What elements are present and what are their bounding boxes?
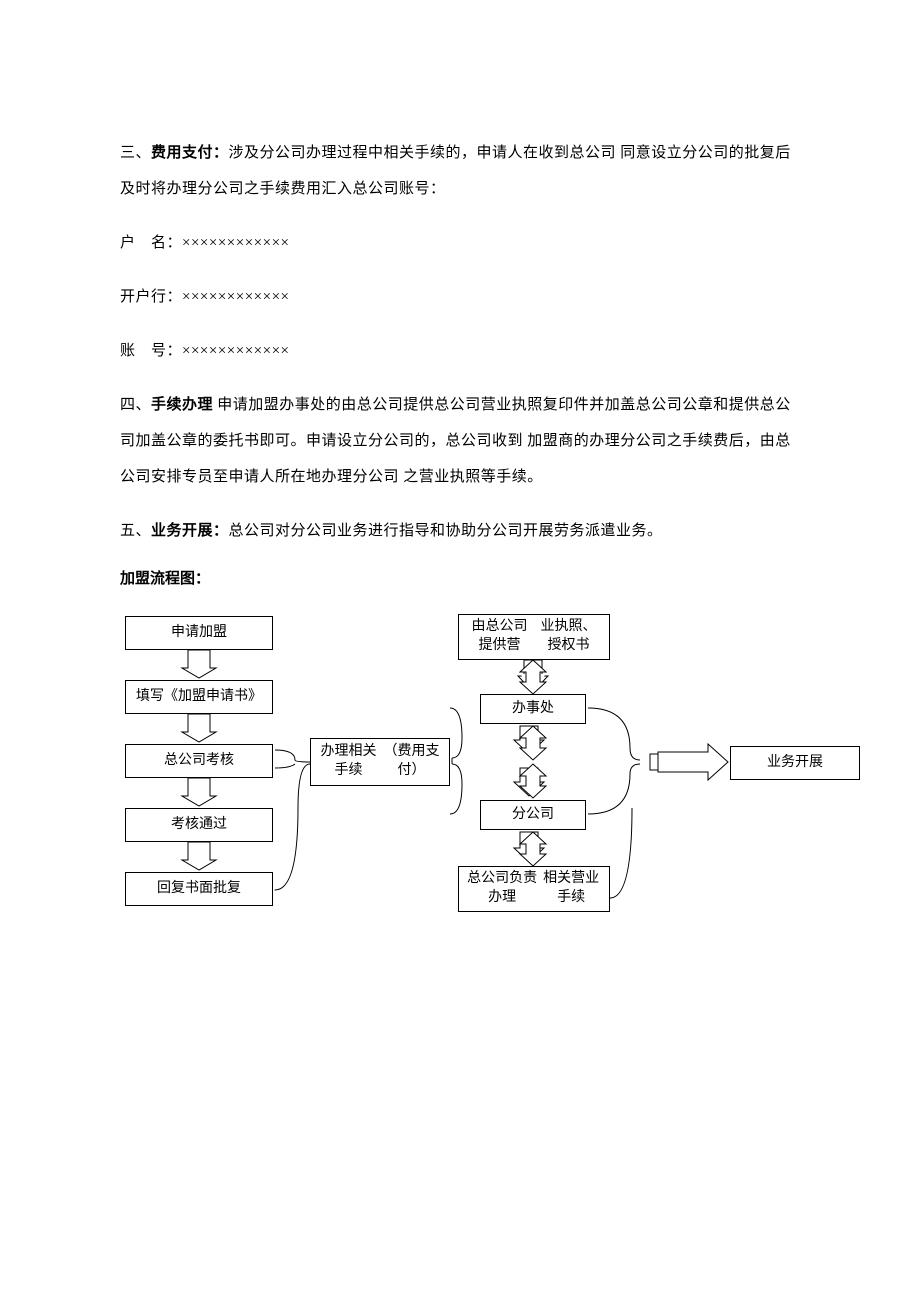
section-4-body: 申请加盟办事处的由总公司提供总公司营业执照复印件并加盖总公司公章和提供总公司加盖…: [120, 397, 791, 485]
section-3: 三、费用支付：涉及分公司办理过程中相关手续的，申请人在收到总公司 同意设立分公司…: [120, 135, 805, 207]
flow-node-n4: 考核通过: [125, 808, 273, 842]
section-3-label: 三、: [120, 145, 151, 161]
account-bank: 开户行：××××××××××××: [120, 279, 805, 315]
flow-node-n1: 申请加盟: [125, 616, 273, 650]
flow-node-n2: 填写《加盟申请书》: [125, 680, 273, 714]
section-5-body: 总公司对分公司业务进行指导和协助分公司开展劳务派遣业务。: [229, 523, 663, 539]
section-5-title: 业务开展：: [151, 523, 229, 539]
flow-node-n10: 总公司负责办理相关营业手续: [458, 866, 610, 912]
document-page: 三、费用支付：涉及分公司办理过程中相关手续的，申请人在收到总公司 同意设立分公司…: [0, 0, 920, 1028]
section-5: 五、业务开展：总公司对分公司业务进行指导和协助分公司开展劳务派遣业务。: [120, 513, 805, 549]
section-5-label: 五、: [120, 523, 151, 539]
flow-node-n5: 回复书面批复: [125, 872, 273, 906]
section-3-title: 费用支付：: [151, 145, 229, 161]
flowchart: 申请加盟填写《加盟申请书》总公司考核考核通过回复书面批复 办理相关手续（费用支付）…: [110, 608, 890, 968]
flow-node-n9: 分公司: [480, 800, 586, 830]
flow-node-n7: 由总公司提供营业执照、授权书: [458, 614, 610, 660]
account-no: 账 号：××××××××××××: [120, 333, 805, 369]
flow-node-n3: 总公司考核: [125, 744, 273, 778]
flow-node-n11: 业务开展: [730, 746, 860, 780]
account-name: 户 名：××××××××××××: [120, 225, 805, 261]
flow-node-n8: 办事处: [480, 694, 586, 724]
flowchart-connectors: [110, 608, 890, 968]
flowchart-title: 加盟流程图：: [120, 567, 805, 588]
section-4-title: 手续办理: [151, 397, 213, 413]
flow-node-n6: 办理相关手续（费用支付）: [310, 738, 450, 786]
section-4: 四、手续办理 申请加盟办事处的由总公司提供总公司营业执照复印件并加盖总公司公章和…: [120, 387, 805, 495]
section-4-label: 四、: [120, 397, 151, 413]
